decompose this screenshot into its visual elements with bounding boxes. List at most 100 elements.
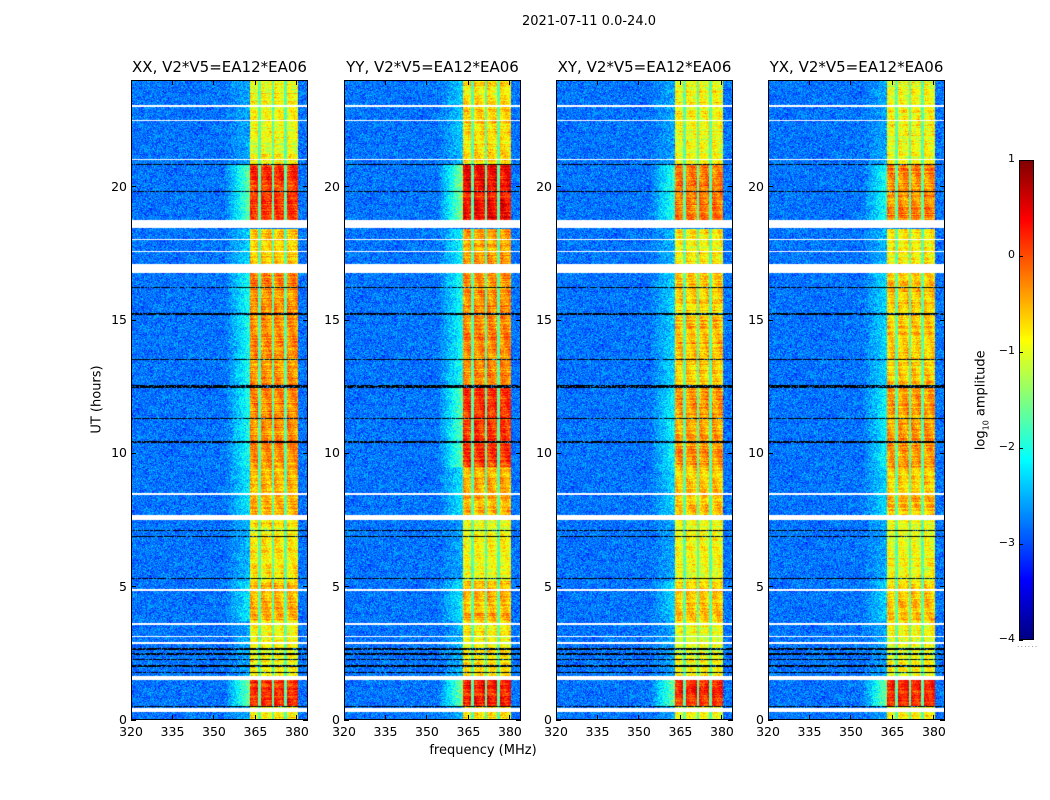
y-tick-label: 10 — [536, 445, 552, 461]
panel-title: XX, V2*V5=EA12*EA06 — [132, 58, 307, 76]
y-tick-mark — [344, 452, 349, 454]
x-tick-label: 350 — [627, 724, 651, 739]
x-axis-label: frequency (MHz) — [429, 743, 537, 758]
y-tick-mark — [303, 719, 308, 721]
y-tick-label: 20 — [324, 178, 340, 194]
colorbar-frame — [1019, 160, 1034, 640]
x-tick-mark — [426, 715, 428, 720]
x-tick-mark — [384, 80, 386, 85]
y-tick-label: 15 — [111, 312, 127, 327]
x-tick-mark — [467, 80, 469, 85]
x-tick-mark — [509, 715, 511, 720]
axes-frame — [556, 80, 733, 720]
x-tick-mark — [254, 80, 256, 85]
y-tick-mark — [768, 186, 773, 188]
x-tick-mark — [933, 80, 935, 85]
colorbar-tick-mark — [1019, 543, 1023, 545]
y-tick-label: 0 — [332, 712, 340, 727]
x-tick-mark — [638, 80, 640, 85]
y-tick-mark — [556, 586, 561, 588]
x-tick-mark — [509, 80, 511, 85]
y-tick-mark — [303, 319, 308, 321]
y-tick-mark — [516, 319, 521, 321]
x-tick-label: 380 — [710, 724, 734, 739]
x-tick-label: 365 — [668, 724, 693, 739]
colorbar-tick-label: 0 — [1008, 248, 1015, 261]
axes-frame — [131, 80, 308, 720]
y-tick-label: 15 — [536, 312, 552, 327]
y-tick-mark — [940, 586, 945, 588]
x-tick-mark — [555, 80, 557, 85]
y-tick-label: 10 — [324, 445, 340, 461]
y-tick-mark — [768, 586, 773, 588]
y-tick-label: 15 — [748, 312, 764, 327]
panel-2: YY, V2*V5=EA12*EA06 320 335 350 365 380 0 5 10 15… — [324, 58, 522, 739]
y-tick-mark — [303, 586, 308, 588]
y-axis-label: UT (hours) — [89, 365, 105, 434]
y-tick-label: 0 — [119, 712, 127, 727]
y-tick-mark — [131, 719, 136, 721]
y-tick-mark — [768, 319, 773, 321]
y-tick-mark — [131, 319, 136, 321]
x-tick-mark — [596, 715, 598, 720]
x-tick-mark — [343, 715, 345, 720]
x-tick-mark — [467, 715, 469, 720]
y-tick-mark — [516, 586, 521, 588]
x-tick-label: 380 — [922, 724, 946, 739]
y-tick-label: 15 — [324, 312, 340, 327]
colorbar-tick-label: −1 — [998, 344, 1015, 357]
x-tick-mark — [426, 80, 428, 85]
x-tick-mark — [596, 80, 598, 85]
colorbar-tick-mark — [1019, 159, 1023, 161]
x-tick-mark — [213, 80, 215, 85]
y-tick-mark — [131, 186, 136, 188]
x-tick-mark — [767, 80, 769, 85]
y-tick-mark — [344, 586, 349, 588]
x-tick-label: 380 — [498, 724, 522, 739]
colorbar-tick-mark — [1019, 447, 1023, 449]
x-tick-mark — [808, 715, 810, 720]
heatmap-image — [768, 80, 945, 720]
y-tick-mark — [768, 719, 773, 721]
y-tick-label: 0 — [756, 712, 764, 727]
panel-title: YY, V2*V5=EA12*EA06 — [346, 58, 519, 76]
y-tick-mark — [940, 319, 945, 321]
x-tick-label: 335 — [373, 724, 398, 739]
x-tick-mark — [891, 80, 893, 85]
y-tick-label: 5 — [332, 578, 340, 594]
y-tick-mark — [303, 452, 308, 454]
panel-4: YX, V2*V5=EA12*EA06 320 335 350 365 380 0 5 10 15… — [748, 58, 946, 739]
x-tick-mark — [254, 715, 256, 720]
y-tick-label: 5 — [544, 578, 552, 594]
x-tick-label: 350 — [202, 724, 226, 739]
x-tick-label: 335 — [160, 724, 185, 739]
x-tick-mark — [130, 715, 132, 720]
x-tick-mark — [850, 80, 852, 85]
x-tick-mark — [933, 715, 935, 720]
colorbar-label: log10 amplitude — [974, 340, 991, 460]
colorbar-tick-label: −2 — [998, 440, 1015, 453]
x-tick-mark — [891, 715, 893, 720]
panel-3: XY, V2*V5=EA12*EA06 320 335 350 365 380 0 5 10 15… — [536, 58, 734, 739]
y-tick-mark — [303, 186, 308, 188]
y-tick-mark — [768, 452, 773, 454]
x-tick-mark — [296, 715, 298, 720]
y-tick-label: 0 — [544, 712, 552, 727]
y-tick-mark — [728, 452, 733, 454]
x-tick-label: 335 — [585, 724, 610, 739]
y-tick-mark — [344, 719, 349, 721]
y-tick-mark — [516, 719, 521, 721]
y-tick-label: 10 — [748, 445, 764, 461]
x-tick-label: 365 — [880, 724, 905, 739]
x-tick-mark — [679, 80, 681, 85]
x-tick-mark — [767, 715, 769, 720]
x-tick-mark — [384, 715, 386, 720]
x-tick-mark — [296, 80, 298, 85]
x-tick-mark — [638, 715, 640, 720]
x-tick-label: 350 — [839, 724, 863, 739]
colorbar-tick-mark — [1019, 639, 1023, 641]
x-tick-label: 365 — [456, 724, 481, 739]
y-tick-mark — [516, 186, 521, 188]
x-tick-label: 335 — [797, 724, 822, 739]
y-tick-label: 20 — [111, 178, 127, 194]
